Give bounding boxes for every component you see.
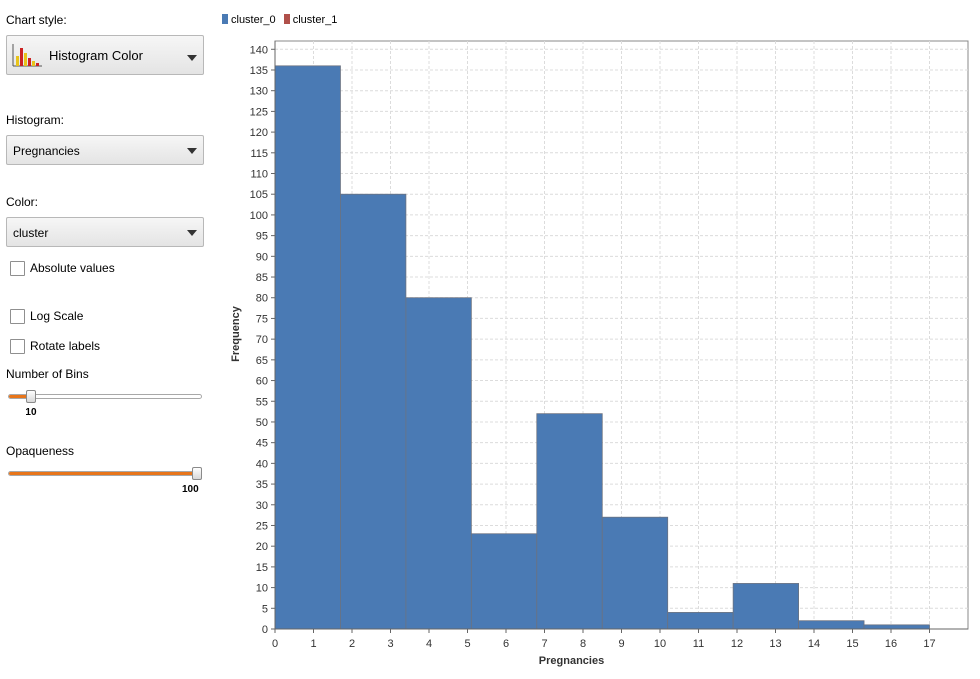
- histogram-bar: [798, 620, 865, 630]
- y-tick-label: 30: [256, 500, 268, 512]
- x-tick-label: 15: [846, 638, 858, 650]
- y-tick-label: 85: [256, 272, 268, 284]
- x-tick-label: 2: [349, 638, 355, 650]
- chart-style-value: Histogram Color: [49, 48, 143, 63]
- y-tick-label: 5: [262, 603, 268, 615]
- y-tick-label: 15: [256, 562, 268, 574]
- legend-label: cluster_1: [292, 14, 338, 26]
- y-tick-label: 130: [250, 86, 268, 98]
- control-panel: Chart style: Histogram Color Histogram: …: [0, 0, 215, 679]
- slider-fill: [9, 472, 198, 475]
- y-tick-label: 50: [256, 417, 268, 429]
- bins-label: Number of Bins: [6, 367, 89, 381]
- chart-style-label: Chart style:: [6, 13, 67, 27]
- histogram-bar: [340, 193, 407, 630]
- legend-swatch: [222, 14, 228, 24]
- checkbox-box[interactable]: [10, 339, 25, 354]
- chevron-down-icon: [187, 148, 197, 154]
- x-tick-label: 0: [272, 638, 278, 650]
- x-tick-label: 16: [885, 638, 897, 650]
- x-tick-label: 7: [541, 638, 547, 650]
- x-tick-label: 9: [618, 638, 624, 650]
- histogram-value: Pregnancies: [13, 144, 80, 158]
- x-tick-label: 1: [310, 638, 316, 650]
- y-tick-label: 35: [256, 479, 268, 491]
- histogram-bar: [470, 533, 538, 630]
- histogram-bar: [405, 297, 472, 630]
- y-tick-label: 40: [256, 458, 268, 470]
- histogram-bar: [536, 413, 603, 630]
- color-dropdown[interactable]: cluster: [6, 217, 204, 247]
- x-tick-label: 5: [464, 638, 470, 650]
- histogram-color-icon: [12, 44, 42, 67]
- histogram-bar: [601, 516, 669, 630]
- histogram-chart: 0510152025303540455055606570758085909510…: [230, 40, 969, 667]
- rotate-labels-label: Rotate labels: [30, 339, 101, 353]
- x-tick-label: 4: [426, 638, 432, 650]
- y-tick-label: 110: [250, 169, 268, 181]
- bins-slider[interactable]: 10: [8, 390, 202, 418]
- y-tick-label: 10: [256, 583, 268, 595]
- y-tick-label: 65: [256, 355, 268, 367]
- x-tick-label: 17: [923, 638, 935, 650]
- chevron-down-icon: [187, 55, 197, 61]
- slider-track[interactable]: [8, 394, 202, 399]
- checkbox-box[interactable]: [10, 309, 25, 324]
- y-tick-label: 135: [250, 65, 268, 77]
- color-value: cluster: [13, 226, 49, 240]
- histogram-bar: [732, 583, 800, 630]
- y-tick-label: 75: [256, 313, 268, 325]
- y-tick-label: 95: [256, 231, 268, 243]
- color-label: Color:: [6, 195, 39, 209]
- y-tick-label: 60: [256, 376, 268, 388]
- x-tick-label: 13: [769, 638, 781, 650]
- slider-thumb[interactable]: [26, 390, 37, 403]
- y-tick-label: 90: [256, 251, 268, 263]
- histogram-bar: [863, 624, 930, 630]
- legend-item-cluster-0: cluster_0: [222, 14, 276, 26]
- chevron-down-icon: [187, 230, 197, 236]
- y-tick-label: 125: [250, 106, 268, 118]
- x-tick-label: 10: [654, 638, 666, 650]
- y-axis-label: Frequency: [230, 305, 242, 362]
- opaqueness-value: 100: [182, 484, 199, 495]
- x-axis-label: Pregnancies: [539, 655, 604, 667]
- y-tick-label: 120: [250, 127, 268, 139]
- slider-thumb[interactable]: [192, 467, 202, 480]
- y-tick-label: 25: [256, 520, 268, 532]
- x-tick-label: 14: [808, 638, 820, 650]
- legend-label: cluster_0: [231, 14, 276, 26]
- opaqueness-label: Opaqueness: [6, 444, 75, 458]
- histogram-dropdown[interactable]: Pregnancies: [6, 135, 204, 165]
- y-tick-label: 45: [256, 438, 268, 450]
- absolute-values-label: Absolute values: [30, 261, 115, 275]
- y-tick-label: 105: [250, 189, 268, 201]
- x-tick-label: 12: [731, 638, 743, 650]
- y-tick-label: 80: [256, 293, 268, 305]
- y-tick-label: 55: [256, 396, 268, 408]
- legend-item-cluster-1: cluster_1: [283, 14, 338, 26]
- y-tick-label: 115: [250, 148, 268, 160]
- y-tick-label: 100: [250, 210, 268, 222]
- x-tick-label: 3: [387, 638, 393, 650]
- x-tick-label: 11: [693, 638, 704, 650]
- y-tick-label: 70: [256, 334, 268, 346]
- histogram-bar: [274, 65, 341, 630]
- log-scale-label: Log Scale: [30, 309, 84, 323]
- legend-swatch: [283, 14, 290, 24]
- chart-legend: cluster_0 cluster_1: [222, 14, 342, 26]
- y-tick-label: 140: [250, 44, 268, 56]
- x-tick-label: 6: [503, 638, 509, 650]
- checkbox-box[interactable]: [10, 261, 25, 276]
- histogram-label: Histogram:: [6, 113, 65, 127]
- histogram-bar: [667, 612, 734, 630]
- slider-fill: [9, 395, 33, 398]
- y-tick-label: 20: [256, 541, 268, 553]
- x-tick-label: 8: [580, 638, 586, 650]
- chart-style-dropdown[interactable]: Histogram Color: [6, 35, 204, 75]
- opaqueness-slider[interactable]: 100: [8, 467, 202, 495]
- y-tick-label: 0: [262, 624, 268, 636]
- bins-value: 10: [25, 407, 37, 418]
